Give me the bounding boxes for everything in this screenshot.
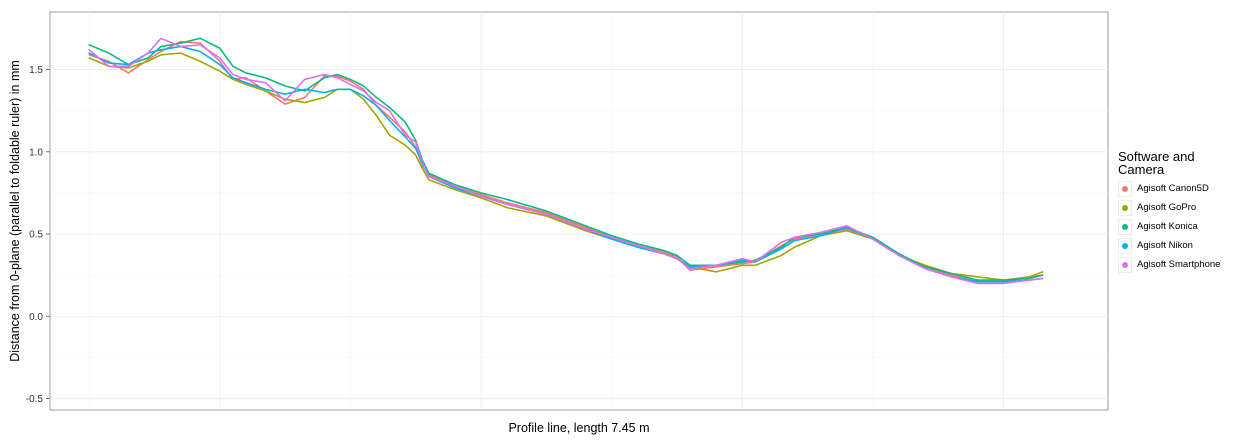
series-line-4: [88, 37, 1044, 285]
y-tick-label: 0.0: [29, 312, 43, 323]
legend-dot-icon: [1122, 204, 1128, 211]
y-axis-label: Distance from 0-plane (parallel to folda…: [8, 60, 22, 362]
legend-key: [1118, 180, 1132, 197]
legend-title-line-2: Camera: [1118, 162, 1165, 177]
legend-dot-icon: [1122, 223, 1128, 230]
legend-label: Agisoft Konica: [1137, 221, 1198, 232]
legend-title: Software and Camera: [1118, 150, 1236, 176]
y-tick-label: 1.5: [29, 65, 43, 76]
legend-key: [1118, 256, 1132, 273]
legend: Software and Camera Agisoft Canon5D Agis…: [1118, 150, 1236, 274]
y-tick-label: -0.5: [26, 394, 44, 405]
legend-label: Agisoft Canon5D: [1137, 183, 1209, 194]
grid-lines: [50, 12, 1108, 410]
legend-label: Agisoft Smartphone: [1137, 259, 1221, 270]
legend-key: [1118, 237, 1132, 254]
legend-label: Agisoft Nikon: [1137, 240, 1193, 251]
legend-item-gopro: Agisoft GoPro: [1118, 198, 1236, 217]
legend-item-nikon: Agisoft Nikon: [1118, 236, 1236, 255]
legend-key: [1118, 199, 1132, 216]
legend-dot-icon: [1122, 185, 1128, 192]
legend-title-line-1: Software and: [1118, 149, 1195, 164]
series-lines: [88, 37, 1044, 285]
x-axis-label: Profile line, length 7.45 m: [508, 421, 649, 435]
legend-item-konica: Agisoft Konica: [1118, 217, 1236, 236]
legend-dot-icon: [1122, 242, 1128, 249]
y-tick-label: 0.5: [29, 230, 43, 241]
legend-item-smartphone: Agisoft Smartphone: [1118, 255, 1236, 274]
legend-item-canon5d: Agisoft Canon5D: [1118, 179, 1236, 198]
legend-key: [1118, 218, 1132, 235]
y-axis-ticks: -0.5 0.0 0.5 1.0 1.5: [26, 65, 50, 405]
legend-dot-icon: [1122, 261, 1128, 268]
legend-label: Agisoft GoPro: [1137, 202, 1197, 213]
series-line-1: [88, 52, 1044, 281]
plot-panel: [49, 11, 1109, 411]
y-tick-label: 1.0: [29, 147, 43, 158]
